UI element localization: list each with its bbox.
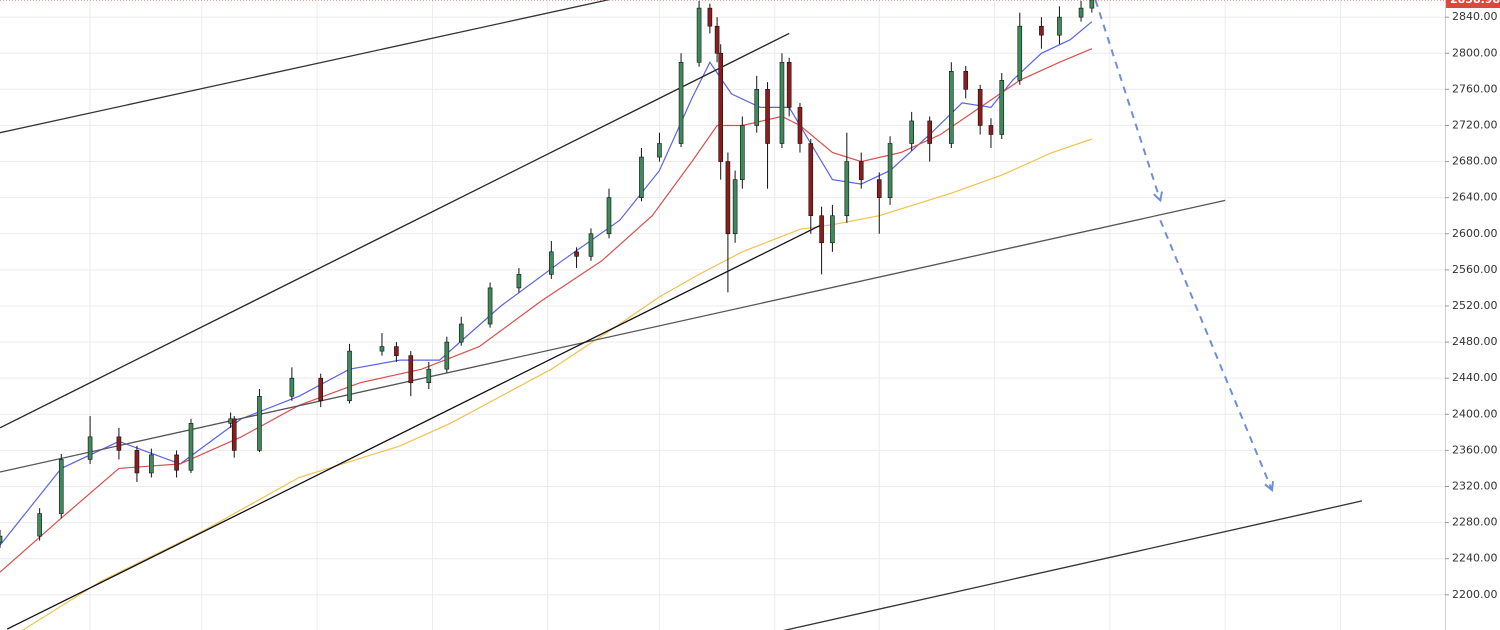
last-price-label: 2858.98 <box>1450 0 1500 6</box>
candle-body <box>830 215 835 244</box>
candle-body <box>797 107 803 144</box>
forecast-arrow <box>1094 0 1162 201</box>
candle-body <box>844 161 850 217</box>
candle-body <box>0 535 3 543</box>
trend-line <box>0 199 1226 473</box>
moving-average <box>0 21 1093 546</box>
candle-body <box>876 179 882 198</box>
candle-body <box>808 143 814 217</box>
candle-body <box>1078 7 1084 18</box>
candle-body <box>988 125 994 135</box>
candle-body <box>426 368 432 383</box>
candle-body <box>347 350 352 402</box>
candle-body <box>549 251 554 275</box>
candle-body <box>149 454 154 474</box>
last-price-box <box>1446 0 1500 9</box>
candle-body <box>725 161 731 235</box>
candle-body <box>444 341 450 370</box>
candle-body <box>999 80 1005 135</box>
candle-body <box>1039 25 1044 36</box>
candle-body <box>714 25 720 54</box>
candle-body <box>37 513 42 537</box>
candle-body <box>408 355 414 383</box>
candle-body <box>289 377 295 397</box>
candle-body <box>696 7 702 63</box>
candle-body <box>394 346 399 356</box>
y-tick-label: 2440.00 <box>1452 371 1498 384</box>
candle-body <box>765 89 770 144</box>
candle-body <box>858 161 864 180</box>
candle-body <box>487 287 493 325</box>
candle-body <box>516 274 522 289</box>
candle-body <box>909 120 914 144</box>
candle-body <box>134 450 140 474</box>
candle-body <box>116 436 122 451</box>
candle-body <box>1017 25 1023 81</box>
candle-body <box>174 454 179 471</box>
arrow-head <box>1153 191 1163 203</box>
candle-body <box>318 377 324 402</box>
trend-line <box>0 32 790 429</box>
plot-area <box>0 0 1445 630</box>
arrow-head <box>1264 481 1274 493</box>
trend-line <box>6 224 822 630</box>
candle-body <box>754 89 760 126</box>
candle-body <box>718 52 723 162</box>
candle-body <box>927 120 933 144</box>
y-tick-label: 2680.00 <box>1452 155 1498 168</box>
candle-body <box>574 251 579 257</box>
candle-body <box>1089 0 1095 9</box>
candle-body <box>257 395 262 451</box>
candle-body <box>819 215 824 244</box>
y-tick-label: 2200.00 <box>1452 588 1498 601</box>
candle-body <box>678 61 684 144</box>
candle-body <box>379 346 385 352</box>
candle-body <box>887 143 893 198</box>
candle-body <box>949 71 954 144</box>
moving-average <box>21 138 1093 630</box>
y-tick-label: 2400.00 <box>1452 407 1498 420</box>
candle-body <box>588 233 594 257</box>
candle-body <box>740 125 745 180</box>
y-tick-label: 2480.00 <box>1452 335 1498 348</box>
candle-body <box>87 436 93 460</box>
candle-body <box>779 61 785 144</box>
candle-body <box>732 179 738 235</box>
candle-body <box>963 71 969 90</box>
y-tick-label: 2240.00 <box>1452 552 1498 565</box>
y-tick-label: 2720.00 <box>1452 118 1498 131</box>
forecast-arrow <box>1159 219 1273 491</box>
trend-line <box>0 0 611 134</box>
candle-body <box>786 61 792 108</box>
y-tick-label: 2600.00 <box>1452 227 1498 240</box>
candle-body <box>657 143 662 158</box>
y-tick-label: 2280.00 <box>1452 516 1498 529</box>
y-tick-label: 2640.00 <box>1452 191 1498 204</box>
y-tick-label: 2320.00 <box>1452 479 1498 492</box>
y-tick-label: 2360.00 <box>1452 443 1498 456</box>
candle-body <box>707 7 713 27</box>
candle-body <box>977 89 983 126</box>
candle-body <box>188 423 194 471</box>
candle-body <box>458 323 464 343</box>
candle-body <box>231 418 237 451</box>
candle-body <box>1057 16 1062 36</box>
moving-average <box>0 48 1093 573</box>
y-tick-label: 2840.00 <box>1452 10 1498 23</box>
y-tick-label: 2560.00 <box>1452 263 1498 276</box>
candle-body <box>639 156 644 198</box>
candle-body <box>58 459 64 514</box>
y-tick-label: 2520.00 <box>1452 299 1498 312</box>
y-tick-label: 2760.00 <box>1452 82 1498 95</box>
trend-line <box>783 500 1363 630</box>
candle-body <box>606 197 612 235</box>
y-tick-label: 2800.00 <box>1452 46 1498 59</box>
